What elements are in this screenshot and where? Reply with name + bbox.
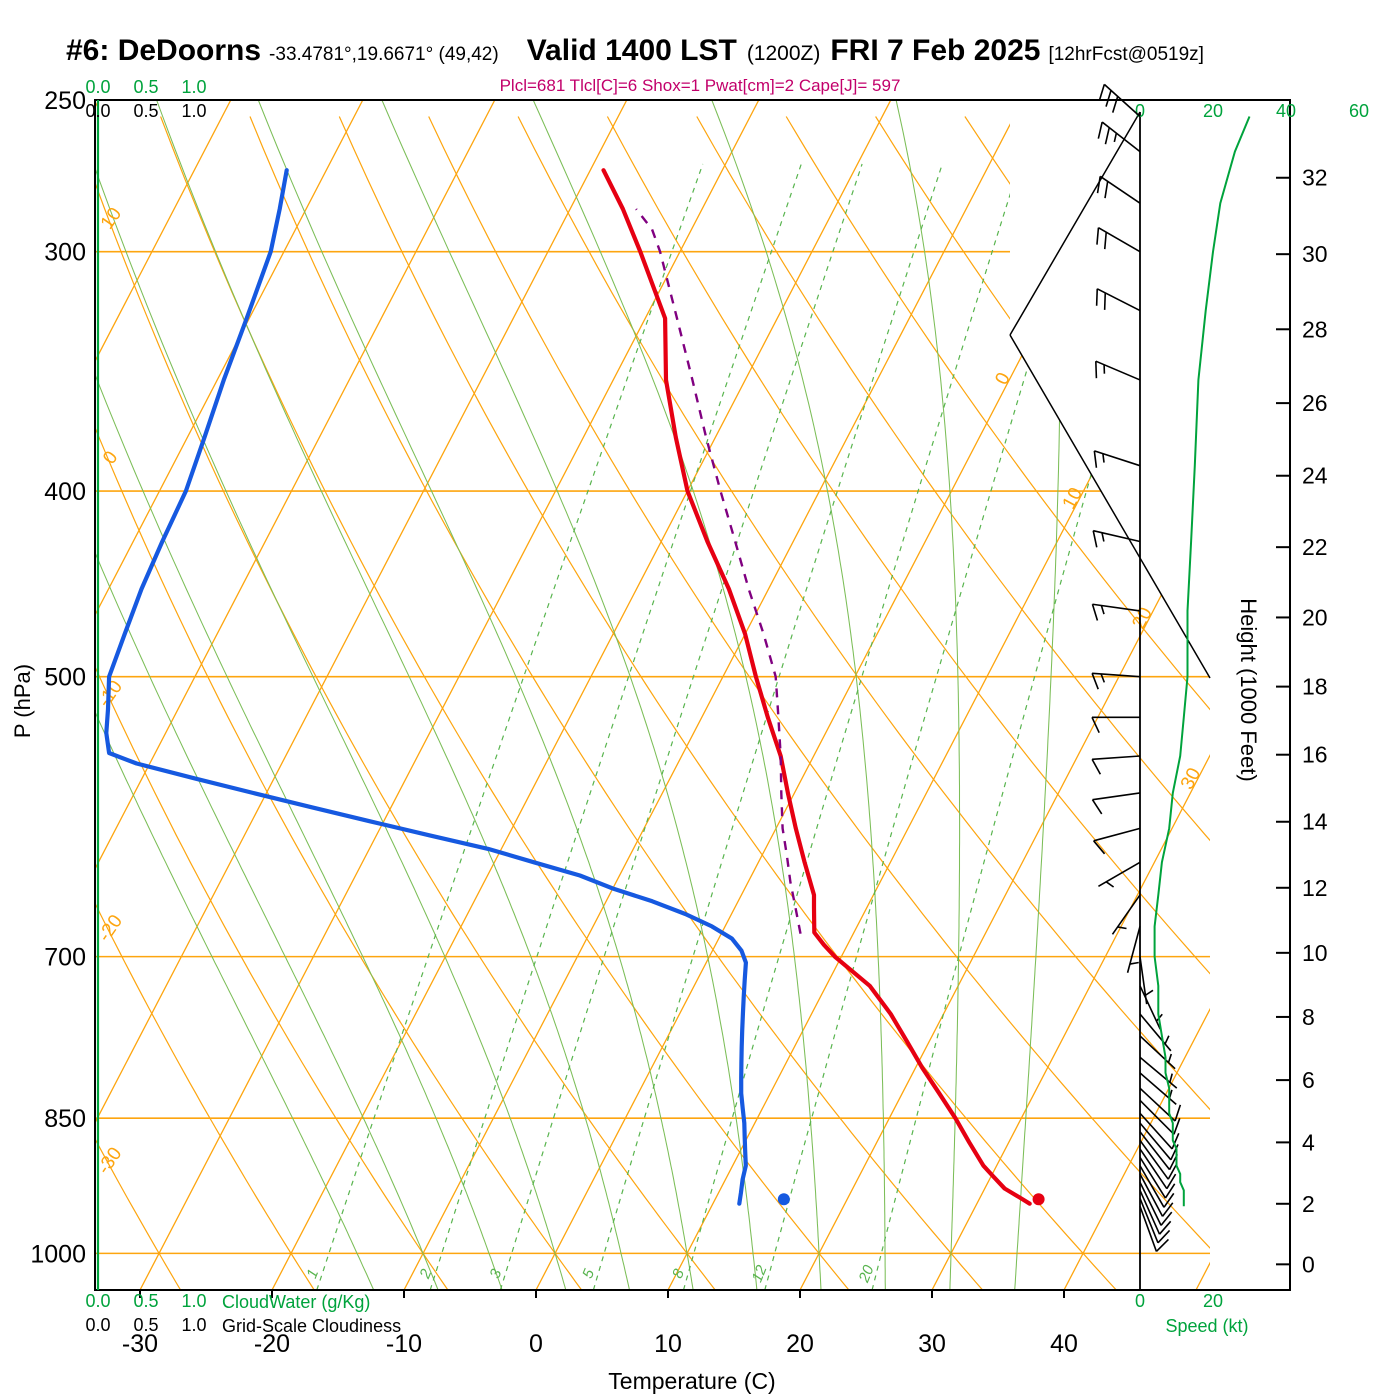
svg-text:20: 20 [1203, 101, 1223, 121]
svg-text:850: 850 [44, 1105, 86, 1133]
svg-text:10: 10 [654, 1330, 682, 1358]
svg-text:1.0: 1.0 [181, 77, 206, 97]
svg-text:10: 10 [97, 204, 126, 233]
svg-text:0.5: 0.5 [133, 1315, 158, 1335]
svg-text:250: 250 [44, 87, 86, 115]
svg-text:1.0: 1.0 [181, 1291, 206, 1311]
svg-text:30: 30 [1177, 765, 1205, 794]
svg-text:1.0: 1.0 [181, 101, 206, 121]
station-coords: -33.4781°,19.6671° (49,42) [269, 44, 499, 65]
title-bar: #6: DeDoorns -33.4781°,19.6671° (49,42) … [66, 34, 1204, 68]
svg-text:0.0: 0.0 [85, 1315, 110, 1335]
svg-text:28: 28 [1302, 316, 1328, 342]
svg-text:-30: -30 [122, 1330, 158, 1358]
svg-text:40: 40 [1050, 1330, 1078, 1358]
svg-text:500: 500 [44, 664, 86, 692]
temperature-axis-label: Temperature (C) [608, 1368, 776, 1394]
svg-text:4: 4 [1302, 1129, 1315, 1155]
svg-text:0: 0 [529, 1330, 543, 1358]
svg-text:30: 30 [1302, 241, 1328, 267]
svg-text:0: 0 [99, 448, 122, 469]
svg-text:30: 30 [918, 1330, 946, 1358]
valid-utc: (1200Z) [746, 42, 821, 65]
svg-text:40: 40 [1276, 101, 1296, 121]
svg-text:12: 12 [749, 1262, 771, 1284]
svg-text:1000: 1000 [30, 1240, 86, 1268]
valid-time: Valid 1400 LST [526, 34, 737, 67]
svg-text:1: 1 [303, 1267, 322, 1281]
svg-text:20: 20 [786, 1330, 814, 1358]
svg-text:1.0: 1.0 [181, 1315, 206, 1335]
svg-text:20: 20 [1128, 604, 1156, 633]
svg-text:20: 20 [1302, 604, 1328, 630]
svg-text:0: 0 [1302, 1251, 1315, 1277]
svg-text:20: 20 [1203, 1291, 1223, 1311]
svg-text:2: 2 [1302, 1191, 1315, 1217]
svg-text:8: 8 [1302, 1004, 1315, 1030]
cloudiness-axis-label: Grid-Scale Cloudiness [222, 1316, 402, 1336]
svg-text:18: 18 [1302, 674, 1328, 700]
svg-text:300: 300 [44, 239, 86, 267]
svg-text:0.0: 0.0 [85, 1291, 110, 1311]
forecast-lead-info: [12hrFcst@0519z] [1048, 44, 1204, 65]
svg-text:12: 12 [1302, 875, 1328, 901]
height-axis-label: Height (1000 Feet) [1236, 598, 1261, 782]
svg-text:32: 32 [1302, 165, 1328, 191]
cloudwater-axis-label: CloudWater (g/Kg) [222, 1292, 371, 1312]
svg-text:26: 26 [1302, 390, 1328, 416]
station-title: #6: DeDoorns [66, 34, 262, 67]
svg-text:0.5: 0.5 [133, 1291, 158, 1311]
svg-text:16: 16 [1302, 742, 1328, 768]
svg-text:24: 24 [1302, 463, 1328, 489]
svg-text:14: 14 [1302, 809, 1328, 835]
svg-text:0.5: 0.5 [133, 101, 158, 121]
svg-text:22: 22 [1302, 534, 1328, 560]
pressure-axis-label: P (hPa) [10, 663, 35, 739]
svg-text:0: 0 [991, 369, 1015, 388]
svg-text:0: 0 [1135, 1291, 1145, 1311]
svg-text:0.5: 0.5 [133, 77, 158, 97]
svg-text:6: 6 [1302, 1067, 1315, 1093]
svg-text:0.0: 0.0 [85, 101, 110, 121]
speed-axis-label: Speed (kt) [1165, 1316, 1249, 1336]
svg-text:0: 0 [1135, 101, 1145, 121]
svg-text:400: 400 [44, 478, 86, 506]
svg-text:5: 5 [579, 1266, 598, 1281]
valid-date: FRI 7 Feb 2025 [830, 34, 1041, 67]
svg-text:10: 10 [1059, 484, 1087, 513]
stability-indices-line: Plcl=681 Tlcl[C]=6 Shox=1 Pwat[cm]=2 Cap… [499, 76, 901, 95]
svg-text:10: 10 [1302, 940, 1328, 966]
svg-text:20: 20 [855, 1262, 878, 1285]
svg-text:700: 700 [44, 944, 86, 972]
svg-text:-10: -10 [386, 1330, 422, 1358]
svg-text:60: 60 [1349, 101, 1369, 121]
svg-text:3: 3 [487, 1266, 506, 1281]
svg-text:0.0: 0.0 [85, 77, 110, 97]
svg-text:-20: -20 [254, 1330, 290, 1358]
